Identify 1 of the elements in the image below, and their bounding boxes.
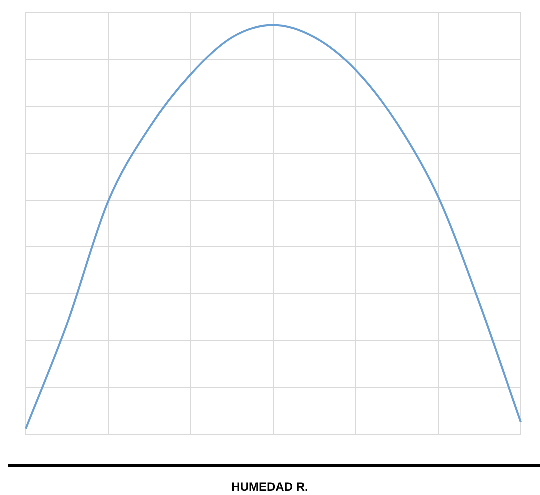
- x-axis-title: HUMEDAD R.: [230, 480, 310, 494]
